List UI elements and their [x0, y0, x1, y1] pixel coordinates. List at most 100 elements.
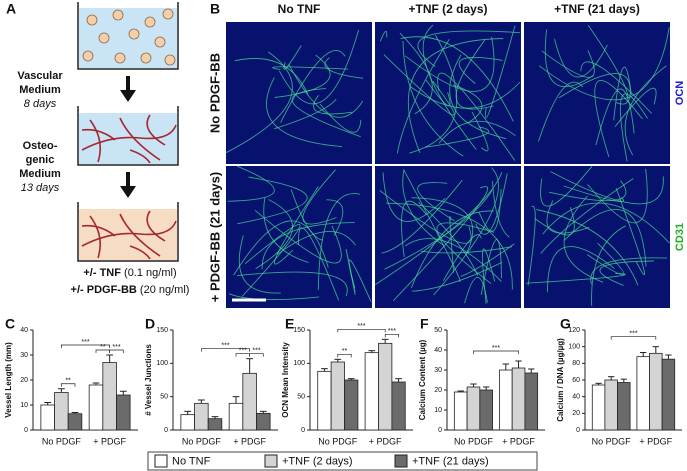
vessel-signal — [255, 199, 293, 270]
vessel-signal — [436, 222, 495, 285]
vessel-signal — [526, 272, 626, 284]
vessel-signal — [453, 84, 483, 124]
panel-label: C — [5, 316, 15, 332]
bar — [102, 362, 117, 431]
panel-label: B — [210, 1, 220, 17]
vessel-signal — [546, 200, 590, 234]
vessel-signal — [527, 205, 536, 286]
significance-bracket — [610, 336, 657, 340]
y-tick-label: 60 — [572, 377, 580, 384]
x-tick-label: No PDGF — [42, 436, 82, 446]
bar — [242, 372, 257, 431]
vessel-signal — [379, 30, 388, 42]
significance-label: *** — [252, 348, 260, 355]
row-label: + PDGF-BB (21 days) — [207, 172, 222, 302]
y-tick-label: 50 — [160, 394, 168, 401]
well — [77, 202, 179, 262]
bar — [364, 352, 379, 431]
duration: 13 days — [21, 182, 60, 194]
vessel-signal — [263, 197, 309, 263]
vessel-signal — [317, 193, 361, 290]
y-axis-title: Calcium / DNA (µg/µg) — [556, 338, 565, 422]
vessel-signal — [438, 120, 516, 144]
vessel-signal — [540, 178, 634, 254]
vessel-signal — [613, 66, 632, 121]
bar — [317, 370, 332, 431]
vessel-signal — [591, 225, 627, 306]
bar — [344, 379, 359, 431]
vessel-signal — [279, 29, 360, 105]
x-tick-label: No PDGF — [318, 436, 358, 446]
vessel-signal — [401, 200, 428, 257]
y-tick-label: 20 — [572, 410, 580, 417]
y-tick-label: 0 — [301, 427, 305, 434]
column-header: No TNF — [278, 2, 321, 16]
vessel-signal — [478, 189, 502, 232]
vessel-signal — [227, 165, 275, 202]
significance-bracket — [201, 348, 250, 352]
significance-bracket — [384, 333, 399, 338]
y-axis-title: OCN Mean Intensity — [281, 342, 290, 418]
vessels — [81, 114, 177, 164]
y-axis-title: Vessel Length (mm) — [4, 342, 13, 418]
y-tick-label: 0 — [164, 427, 168, 434]
medium-name: Medium — [19, 84, 61, 96]
vessel-signal — [402, 40, 464, 157]
vessel-signal — [482, 248, 496, 304]
vessel-signal — [442, 234, 482, 282]
vessel-signal — [619, 93, 648, 162]
treatment: +/- PDGF-BB (20 ng/ml) — [71, 284, 190, 296]
vessel-signal — [274, 54, 331, 98]
vessel-signal — [418, 201, 479, 276]
y-tick-label: 20 — [434, 387, 442, 394]
channel-label: OCN — [674, 81, 686, 106]
significance-label: *** — [221, 343, 229, 350]
y-tick-label: 150 — [293, 327, 305, 334]
vessel-signal — [558, 73, 631, 100]
y-tick-label: 30 — [434, 367, 442, 374]
vessel-signal — [410, 210, 494, 288]
vessel-signal — [381, 179, 463, 254]
vessel-signal — [538, 27, 670, 101]
vessel-signal — [283, 45, 302, 70]
significance-label: ** — [342, 348, 348, 355]
vessel-signal — [599, 260, 654, 286]
significance-label: *** — [492, 345, 500, 352]
x-tick-label: + PDGF — [369, 436, 402, 446]
vessel-signal — [538, 81, 584, 142]
vessel-signal — [225, 51, 293, 154]
bar — [54, 392, 69, 431]
vessel-signal — [302, 169, 337, 225]
x-tick-label: No PDGF — [592, 436, 632, 446]
medium-name: Vascular — [17, 70, 63, 82]
vessel-signal — [374, 172, 503, 286]
vessel-signal — [587, 24, 629, 105]
vessel-signal — [288, 63, 364, 118]
significance-label: *** — [388, 328, 396, 335]
y-tick-label: 40 — [434, 347, 442, 354]
bar — [591, 384, 606, 431]
vessel-signal — [392, 186, 489, 302]
y-tick-label: 40 — [20, 327, 28, 334]
significance-label: *** — [112, 344, 120, 351]
vessel-signal — [290, 189, 323, 241]
bar — [604, 379, 618, 431]
bar — [378, 342, 393, 431]
vessel-signal — [319, 103, 362, 133]
bar — [228, 402, 244, 431]
vessel-signal — [379, 190, 472, 244]
bar — [661, 358, 676, 431]
significance-label: ** — [100, 344, 106, 351]
medium-fill — [79, 113, 177, 164]
well — [77, 2, 179, 70]
x-tick-label: + PDGF — [639, 436, 672, 446]
y-axis-title: Calcium Content (µg) — [418, 339, 427, 420]
panel-label: D — [145, 316, 155, 332]
y-tick-label: 10 — [20, 402, 28, 409]
vessel-signal — [348, 259, 372, 302]
treatment-dose: (0.1 ng/ml) — [124, 267, 177, 279]
medium-name: genic — [26, 154, 55, 166]
treatment: +/- TNF (0.1 ng/ml) — [83, 267, 176, 279]
y-tick-label: 0 — [438, 427, 442, 434]
